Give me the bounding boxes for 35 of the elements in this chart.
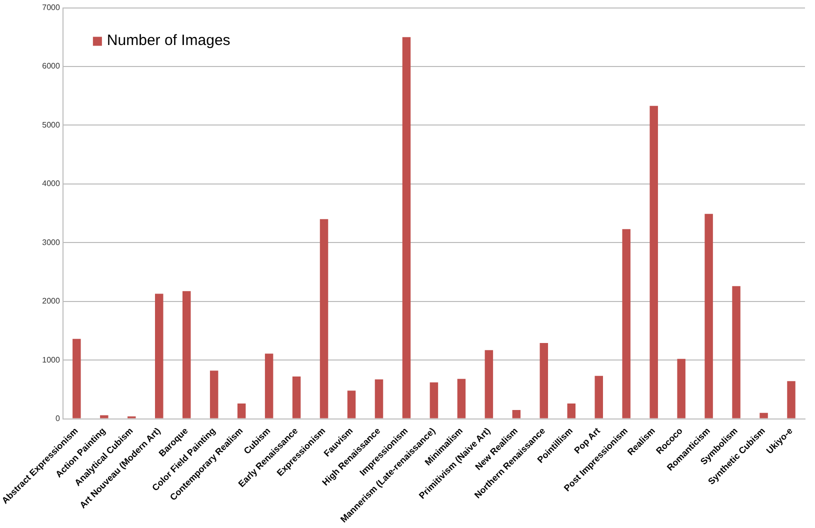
bar [155,294,164,418]
bar [704,214,713,418]
y-tick-label: 1000 [42,355,60,364]
bar [264,354,274,418]
bar [237,403,246,418]
y-tick-label: 2000 [42,296,60,306]
bar [100,415,108,418]
bar [72,338,81,418]
bar [457,378,466,418]
bar [677,358,686,418]
bar [374,379,384,418]
bar [732,286,740,418]
bar [594,376,603,418]
bar [650,106,658,418]
legend-label: Number of Images [106,32,230,49]
bar [484,350,494,418]
bar [320,219,328,418]
y-tick-label: 6000 [42,62,60,71]
bar [787,381,796,418]
y-tick-label: 5000 [42,120,60,130]
bar [430,382,438,418]
bar [182,291,191,418]
y-tick-label: 4000 [42,179,60,188]
y-tick-label: 7000 [42,3,60,12]
bar [292,376,301,418]
y-tick-label: 3000 [42,238,60,247]
bar [540,343,548,418]
bar [210,370,218,418]
bar [567,403,576,418]
bar [347,390,356,418]
bar [760,412,768,418]
y-tick-label: 0 [55,414,60,423]
bar [402,37,411,418]
bar [512,410,521,418]
bar [622,229,630,418]
